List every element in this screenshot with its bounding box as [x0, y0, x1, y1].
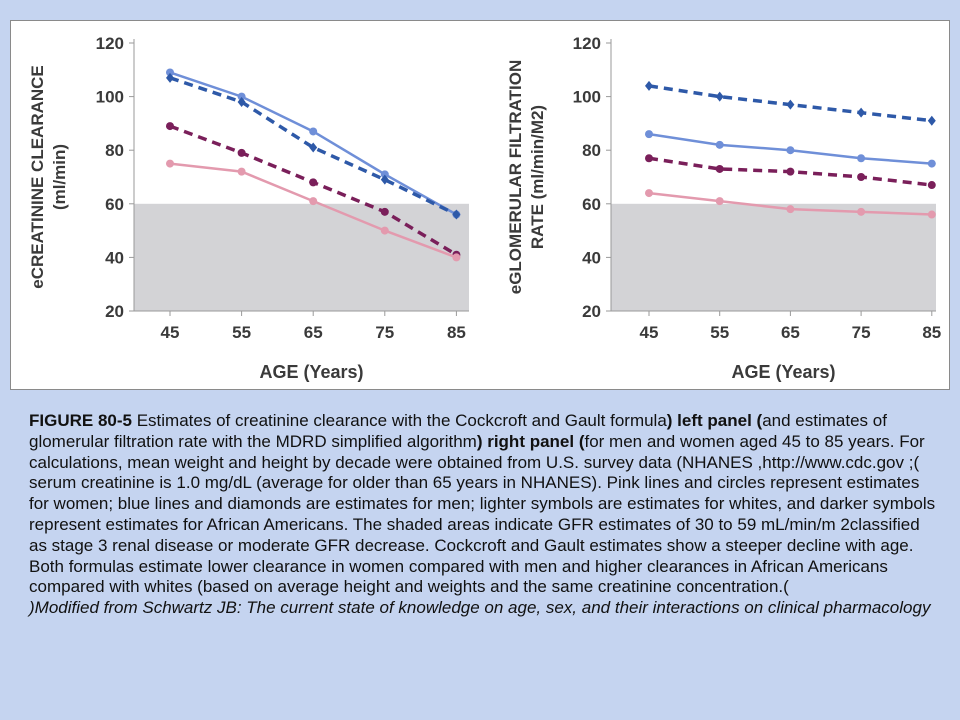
y-tick-label: 80: [105, 141, 124, 160]
figure-panel: 20 40 60 80 100 120 45 55 65 75 85 AGE (Years) eCREA…: [10, 20, 950, 390]
data-point-circle: [237, 148, 246, 157]
data-point-diamond: [927, 115, 936, 126]
data-point-circle: [380, 207, 389, 216]
x-axis-label: AGE (Years): [731, 362, 835, 382]
data-point-diamond: [309, 142, 318, 153]
data-point-circle: [237, 167, 246, 176]
x-tick-label: 55: [232, 323, 251, 342]
caption-text-3: for men and women aged 45 to 85 years. F…: [29, 431, 936, 597]
data-point-circle: [380, 226, 389, 235]
chart-left: 20 40 60 80 100 120 45 55 65 75 85 AGE (Years) eCREA…: [28, 34, 469, 382]
series-line: [169, 76, 458, 217]
data-point-circle: [645, 130, 653, 139]
y-tick-label: 120: [573, 34, 601, 53]
data-point-circle: [645, 189, 653, 198]
y-tick-label: 20: [582, 302, 601, 321]
x-tick-label: 45: [161, 323, 180, 342]
x-tick-label: 85: [447, 323, 466, 342]
data-point-diamond: [645, 80, 653, 91]
data-point-circle: [715, 140, 724, 149]
y-tick-label: 100: [573, 88, 601, 107]
x-tick-label: 75: [852, 323, 871, 342]
data-point-circle: [786, 205, 795, 214]
y-tick-label: 40: [582, 248, 601, 267]
data-point-circle: [452, 253, 461, 262]
caption-body: FIGURE 80-5 Estimates of creatinine clea…: [29, 411, 939, 598]
x-tick-label: 65: [781, 323, 800, 342]
data-point-circle: [786, 146, 795, 155]
caption-text-2: and estimates of glomerular filtration r…: [29, 411, 887, 451]
caption-credit: )Modified from Schwartz JB: The current …: [29, 598, 931, 618]
shaded-region: [611, 203, 936, 311]
data-point-diamond: [452, 209, 461, 220]
x-tick-label: 85: [922, 323, 941, 342]
y-tick-label: 40: [105, 248, 124, 267]
data-point-circle: [166, 159, 174, 168]
data-point-circle: [309, 197, 318, 206]
data-point-circle: [927, 210, 936, 219]
chart-right: 20 40 60 80 100 120 45 55 65 75 85 AGE (Years) eGLOM…: [506, 34, 941, 382]
caption-right-panel: ) right panel (: [476, 431, 585, 451]
data-point-circle: [715, 197, 724, 206]
data-point-circle: [857, 207, 866, 216]
data-point-diamond: [857, 107, 866, 118]
x-tick-label: 45: [640, 323, 659, 342]
data-point-circle: [309, 127, 318, 136]
figure-label: FIGURE 80-5: [29, 411, 132, 430]
data-point-circle: [166, 122, 174, 131]
y-axis-label: RATE (ml/min/M2): [528, 105, 547, 249]
data-point-circle: [166, 68, 174, 77]
data-point-circle: [237, 92, 246, 101]
x-tick-label: 65: [304, 323, 323, 342]
data-point-circle: [715, 164, 724, 173]
figure-caption: FIGURE 80-5 Estimates of creatinine clea…: [29, 411, 939, 619]
data-point-diamond: [715, 91, 724, 102]
x-axis-label: AGE (Years): [259, 362, 363, 382]
x-tick-label: 75: [375, 323, 394, 342]
data-point-circle: [309, 178, 318, 187]
shaded-region: [134, 203, 469, 311]
data-point-diamond: [786, 99, 795, 110]
data-point-circle: [857, 173, 866, 181]
y-tick-label: 60: [105, 195, 124, 214]
y-axis-label: eCREATININE CLEARANCE: [28, 65, 47, 289]
y-tick-label: 120: [96, 34, 124, 53]
data-point-circle: [927, 181, 936, 190]
data-point-circle: [380, 170, 389, 179]
y-tick-label: 60: [582, 195, 601, 214]
data-point-circle: [786, 167, 795, 176]
y-tick-label: 20: [105, 302, 124, 321]
data-point-circle: [645, 154, 653, 163]
x-tick-label: 55: [710, 323, 729, 342]
data-point-diamond: [166, 72, 174, 83]
y-axis-label: (ml/min): [50, 144, 69, 210]
y-axis-label: eGLOMERULAR FILTRATION: [506, 60, 525, 295]
data-point-circle: [927, 159, 936, 168]
caption-left-panel: ) left panel (: [666, 411, 763, 430]
caption-text-1: Estimates of creatinine clearance with t…: [131, 411, 667, 430]
figure-charts: 20 40 60 80 100 120 45 55 65 75 85 AGE (Years) eCREA…: [28, 34, 941, 382]
data-point-diamond: [380, 174, 389, 185]
data-point-circle: [857, 154, 866, 163]
y-tick-label: 80: [582, 141, 601, 160]
y-tick-label: 100: [96, 88, 124, 107]
data-point-diamond: [237, 96, 246, 107]
